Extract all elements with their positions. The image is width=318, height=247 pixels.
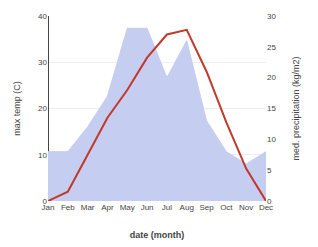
svg-text:0: 0 (267, 197, 272, 206)
svg-text:Feb: Feb (61, 203, 75, 212)
svg-text:0: 0 (43, 197, 48, 206)
svg-text:20: 20 (38, 104, 47, 113)
svg-text:Nov: Nov (239, 203, 253, 212)
svg-text:date (month): date (month) (130, 230, 185, 240)
svg-text:May: May (120, 203, 135, 212)
svg-text:Apr: Apr (101, 203, 114, 212)
svg-text:5: 5 (267, 166, 272, 175)
svg-text:10: 10 (38, 151, 47, 160)
svg-text:40: 40 (38, 12, 47, 21)
svg-text:Jun: Jun (141, 203, 154, 212)
svg-text:30: 30 (267, 12, 276, 21)
svg-text:30: 30 (38, 58, 47, 67)
svg-text:25: 25 (267, 43, 276, 52)
svg-text:Jul: Jul (162, 203, 172, 212)
svg-text:10: 10 (267, 135, 276, 144)
svg-text:Mar: Mar (81, 203, 95, 212)
svg-text:Dec: Dec (259, 203, 273, 212)
svg-text:Aug: Aug (180, 203, 194, 212)
svg-text:max temp (C): max temp (C) (12, 81, 22, 136)
svg-text:med. precipitation (kg/m2): med. precipitation (kg/m2) (291, 56, 301, 160)
svg-text:Oct: Oct (220, 203, 233, 212)
svg-text:Jan: Jan (42, 203, 55, 212)
svg-text:20: 20 (267, 73, 276, 82)
svg-text:15: 15 (267, 104, 276, 113)
svg-text:Sep: Sep (199, 203, 214, 212)
